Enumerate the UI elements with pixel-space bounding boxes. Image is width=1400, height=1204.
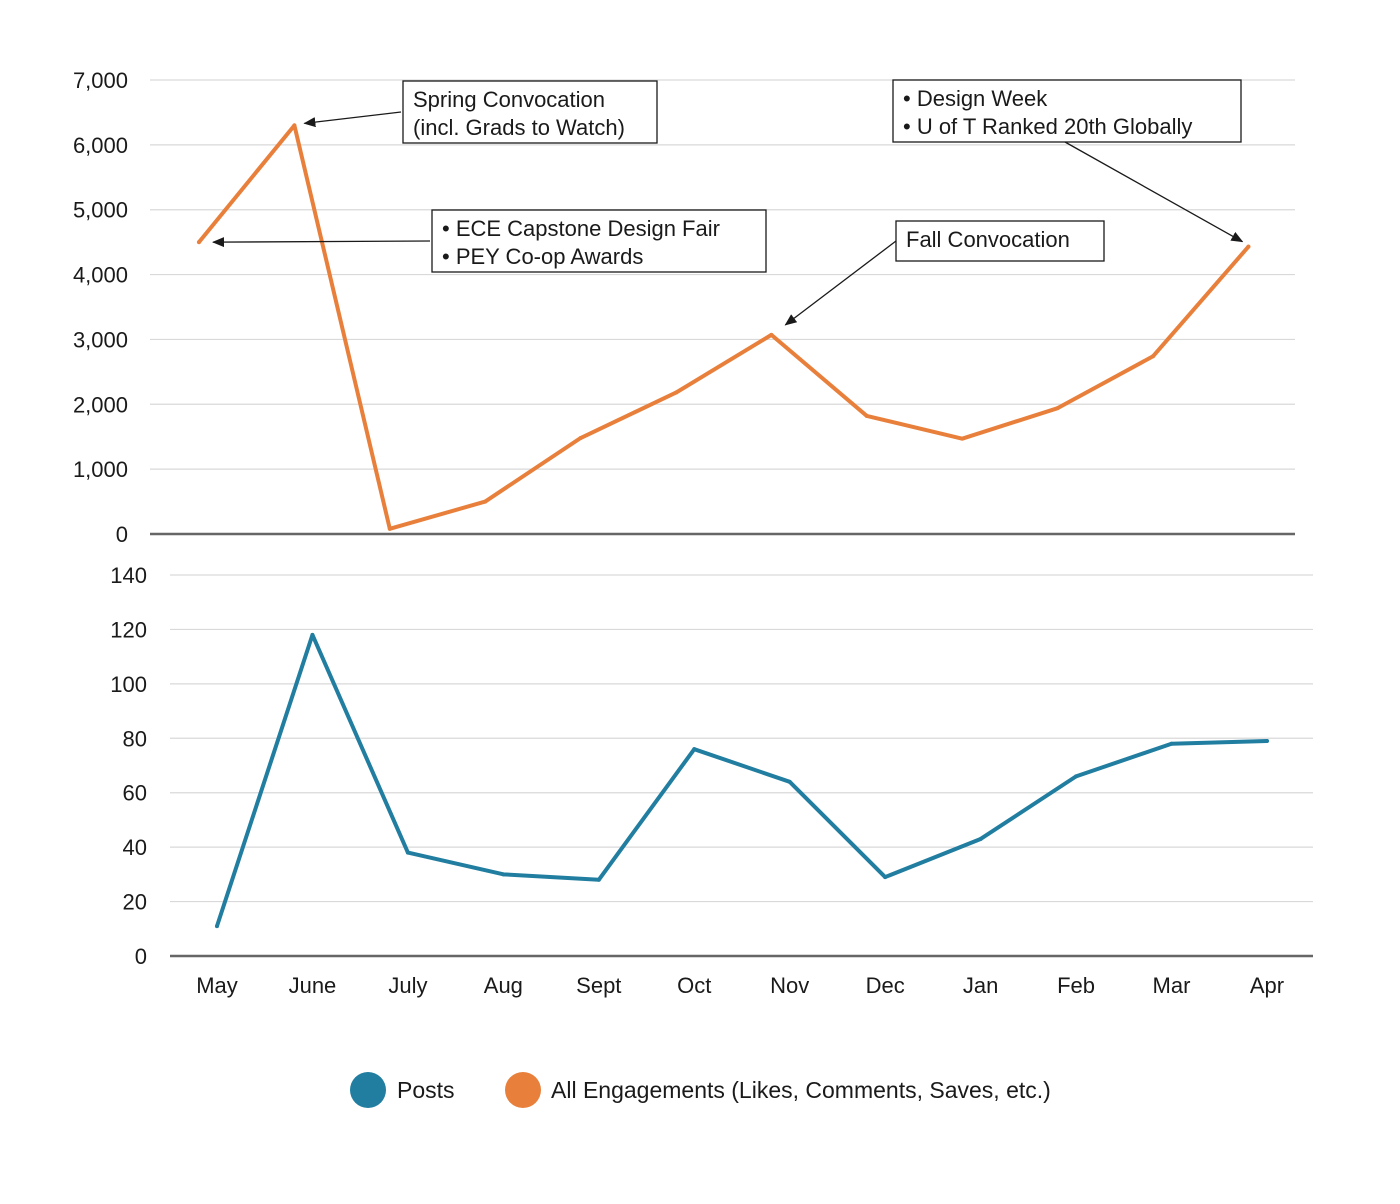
x-tick-label: Mar (1153, 973, 1191, 998)
posts-point (1169, 741, 1174, 746)
x-tick-label: June (289, 973, 337, 998)
posts-point (596, 877, 601, 882)
posts-y-tick-label: 80 (123, 726, 147, 751)
annotation-text: • Design Week (903, 86, 1048, 111)
engagements-y-tick-label: 5,000 (73, 198, 128, 223)
x-tick-label: Nov (770, 973, 809, 998)
posts-point (1074, 774, 1079, 779)
engagements-y-tick-label: 7,000 (73, 68, 128, 93)
engagements-point (864, 413, 869, 418)
annotation-text: • U of T Ranked 20th Globally (903, 114, 1192, 139)
annotation-text: Spring Convocation (413, 87, 605, 112)
annotation-box (402, 80, 658, 144)
x-tick-label: Apr (1250, 973, 1284, 998)
engagements-point (197, 240, 201, 245)
engagements-point (674, 390, 678, 395)
engagements-y-tick-label: 0 (116, 522, 128, 547)
annotation-callout: Spring Convocation (incl. Grads to Watch) (303, 80, 658, 144)
engagements-point (1246, 244, 1251, 249)
x-tick-label: Feb (1057, 973, 1095, 998)
x-tick-label: Jan (963, 973, 998, 998)
x-tick-label: Aug (484, 973, 523, 998)
annotation-text: • ECE Capstone Design Fair (442, 216, 720, 241)
engagements-y-tick-label: 3,000 (73, 327, 128, 352)
annotation-box (892, 79, 1242, 143)
legend-swatch (350, 1072, 386, 1108)
annotation-arrow (212, 237, 431, 248)
annotation-arrow (303, 111, 402, 128)
posts-y-tick-label: 20 (123, 890, 147, 915)
annotation-arrow (784, 240, 897, 326)
x-tick-label: Sept (576, 973, 621, 998)
engagements-gridlines (150, 79, 1295, 536)
posts-point (978, 836, 983, 841)
posts-y-tick-label: 120 (110, 617, 147, 642)
engagements-point (960, 436, 965, 441)
x-tick-label: Dec (866, 973, 905, 998)
engagements-point (769, 332, 774, 337)
posts-y-tick-label: 40 (123, 835, 147, 860)
posts-point (1264, 739, 1269, 744)
x-axis: May June July Aug Sept Oct Nov Dec Jan Feb Mar Apr (196, 973, 1284, 998)
x-tick-label: July (388, 973, 427, 998)
posts-y-tick-label: 0 (135, 944, 147, 969)
engagements-point (483, 499, 488, 504)
engagements-y-tick-label: 6,000 (73, 133, 128, 158)
posts-point (215, 924, 219, 929)
engagements-y-tick-label: 4,000 (73, 263, 128, 288)
x-tick-label: May (196, 973, 238, 998)
engagements-y-tick-label: 2,000 (73, 392, 128, 417)
engagements-point (1055, 406, 1060, 411)
annotation-box (431, 209, 767, 273)
annotations: Spring Convocation (incl. Grads to Watch)… (212, 79, 1244, 326)
engagements-point (387, 526, 392, 531)
posts-point (405, 850, 410, 855)
annotation-text: (incl. Grads to Watch) (413, 115, 625, 140)
engagements-y-tick-label: 1,000 (73, 457, 128, 482)
annotation-callout: • Design Week • U of T Ranked 20th Global… (892, 79, 1244, 243)
posts-y-axis: 0 20 40 60 80 100 120 140 (110, 563, 147, 969)
posts-series (215, 632, 1269, 929)
annotation-callout: Fall Convocation (784, 220, 1105, 326)
engagements-y-axis: 0 1,000 2,000 3,000 4,000 5,000 6,000 7,000 (73, 68, 128, 547)
posts-point (883, 875, 888, 880)
posts-y-tick-label: 60 (123, 781, 147, 806)
posts-y-tick-label: 100 (110, 672, 147, 697)
x-tick-label: Oct (677, 973, 711, 998)
engagements-point (292, 123, 297, 128)
posts-point (692, 747, 697, 752)
annotation-arrow (1064, 141, 1244, 243)
engagements-line (197, 123, 1251, 531)
annotation-text: • PEY Co-op Awards (442, 244, 643, 269)
posts-gridlines (170, 574, 1313, 958)
posts-line (215, 632, 1269, 929)
engagements-series (197, 123, 1251, 531)
posts-point (501, 872, 506, 877)
engagements-point (578, 436, 583, 441)
posts-point (787, 779, 792, 784)
posts-y-tick-label: 140 (110, 563, 147, 588)
legend-label: All Engagements (Likes, Comments, Saves,… (551, 1077, 1051, 1103)
legend: Posts All Engagements (Likes, Comments, S… (350, 1072, 1051, 1108)
legend-label: Posts (397, 1077, 455, 1103)
posts-point (310, 632, 315, 637)
annotation-callout: • ECE Capstone Design Fair • PEY Co-op Aw… (212, 209, 767, 273)
legend-swatch (505, 1072, 541, 1108)
engagements-point (1151, 354, 1155, 359)
annotation-text: Fall Convocation (906, 227, 1070, 252)
